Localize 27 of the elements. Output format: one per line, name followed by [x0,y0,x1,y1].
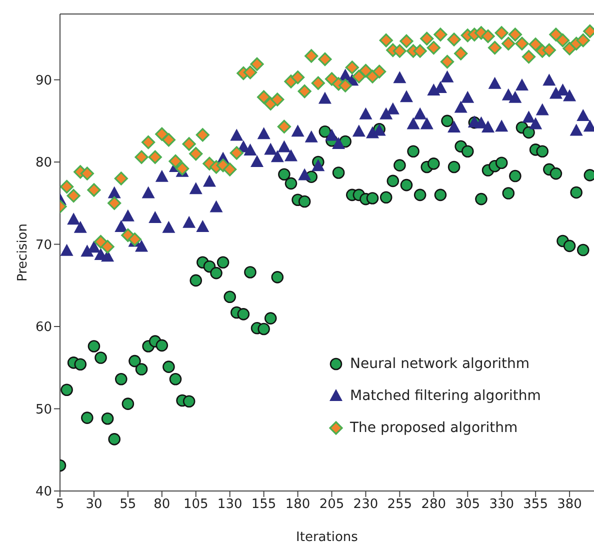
x-tick-label: 155 [251,497,276,512]
y-tick-label: 60 [35,320,52,336]
x-tick-label: 205 [319,497,344,512]
x-axis-title: Iterations [296,530,358,543]
x-tick-label: 255 [387,497,412,512]
x-tick-label: 5 [56,497,64,512]
y-tick-label: 70 [35,238,52,253]
legend-label: Neural network algorithm [350,356,530,372]
y-tick-label: 40 [35,484,52,500]
y-tick-label: 80 [35,156,52,171]
x-tick-label: 355 [523,497,548,512]
x-tick-label: 230 [353,497,378,512]
y-tick-label: 50 [35,402,52,418]
x-tick-label: 55 [120,497,136,512]
y-axis-title: Precision [16,223,31,282]
x-tick-label: 330 [489,497,514,512]
x-tick-label: 105 [183,497,208,512]
x-tick-label: 30 [86,497,102,512]
x-tick-label: 180 [285,497,310,512]
x-tick-label: 80 [154,497,170,512]
x-tick-label: 380 [557,497,582,512]
x-tick-label: 130 [217,497,242,512]
legend-label: Matched filtering algorithm [350,388,541,404]
x-tick-label: 280 [421,497,446,512]
x-tick-label: 305 [455,497,480,512]
legend-label: The proposed algorithm [350,420,518,436]
y-tick-label: 90 [35,73,52,88]
